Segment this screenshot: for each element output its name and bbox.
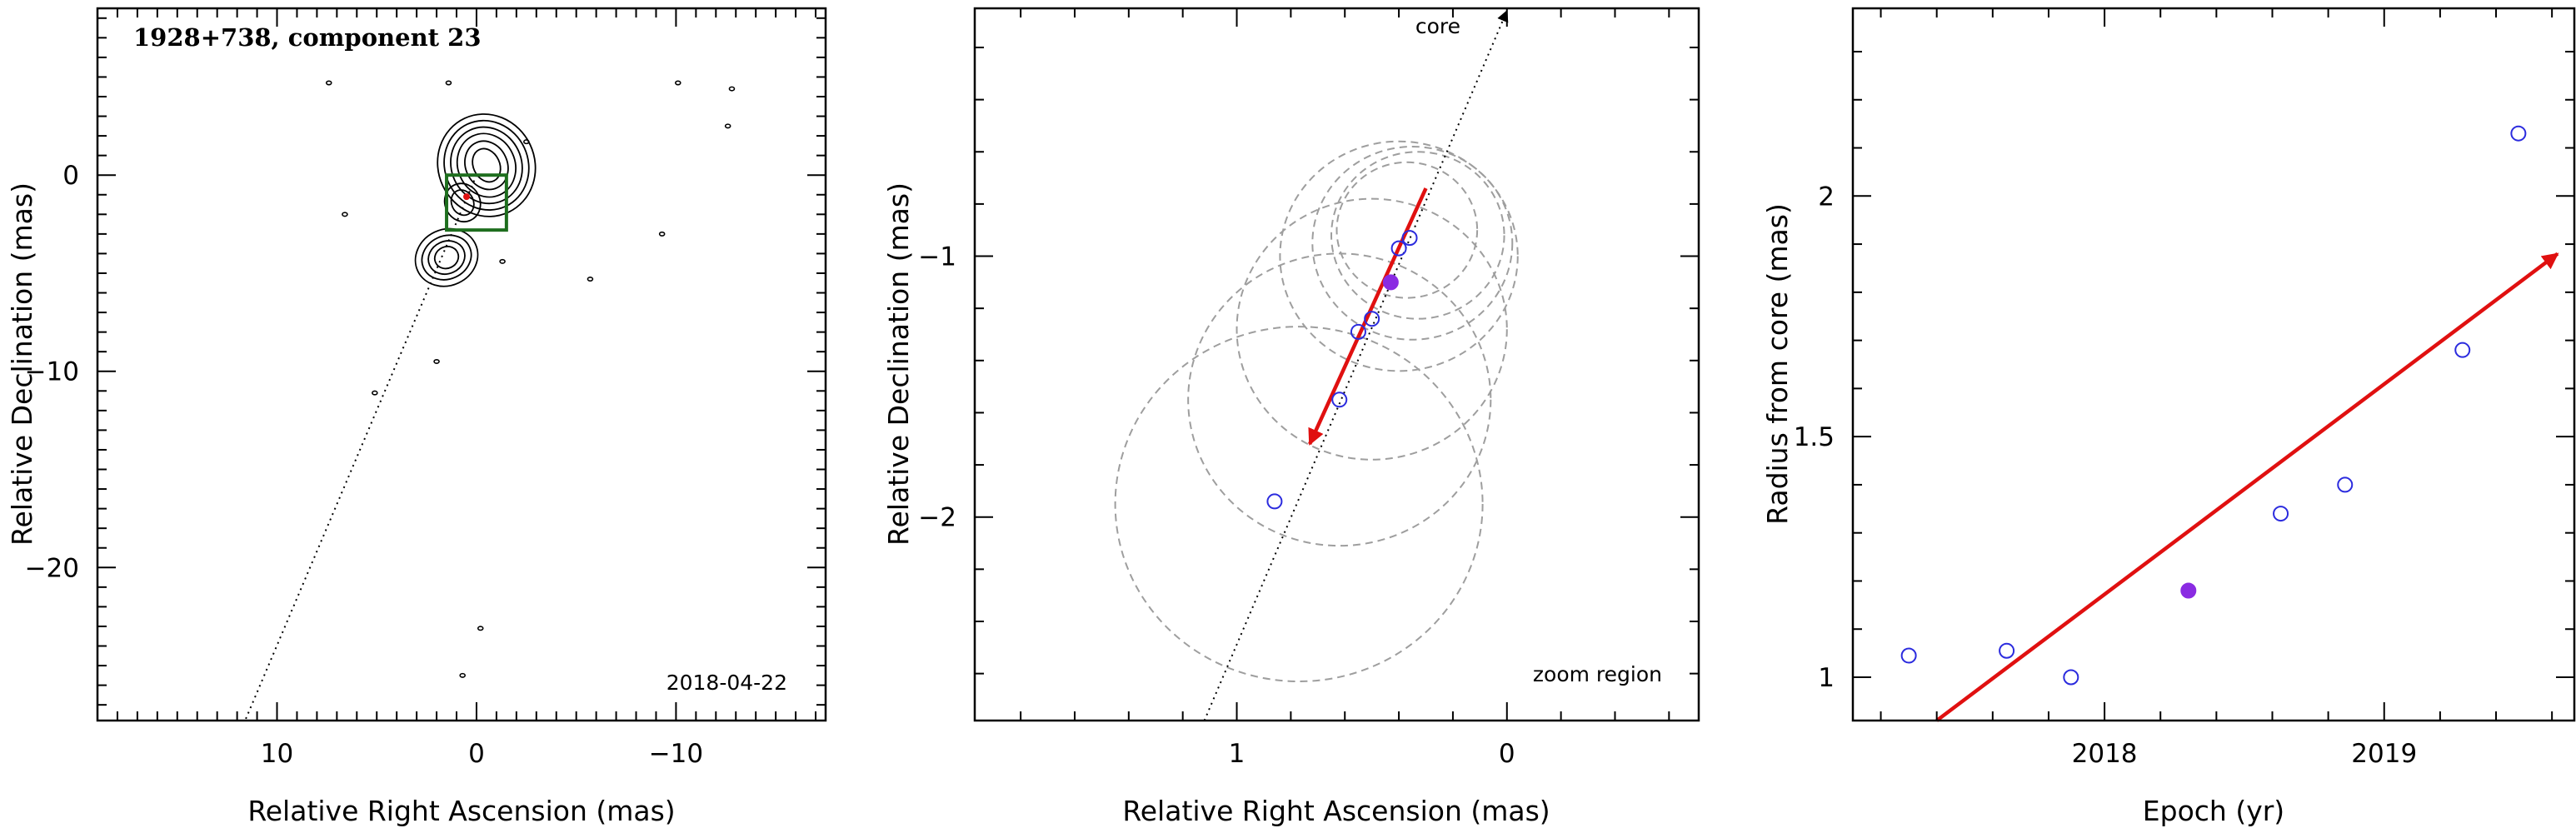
reference-radius-point (2180, 582, 2197, 599)
panel3-ylabel: Radius from core (mas) (1761, 203, 1794, 525)
y-tick-label: 2 (1818, 182, 1835, 212)
contour-noise (724, 123, 731, 129)
uncertainty-circle (1330, 151, 1505, 320)
y-tick-label: −1 (918, 242, 956, 272)
contour-noise (325, 80, 332, 86)
uncertainty-circle (1335, 161, 1479, 299)
radius-point (2510, 125, 2527, 142)
contour-line (427, 240, 466, 276)
zoom-region-label: zoom region (1533, 662, 1662, 686)
contour-noise (433, 358, 440, 364)
contour-line (456, 132, 517, 198)
contour-noise (658, 231, 666, 237)
panel2-ylabel: Relative Declination (mas) (882, 182, 915, 546)
radius-epoch-content (1900, 125, 2559, 722)
epoch-point (1331, 392, 1348, 408)
contour-map-panel: 10 0 −10 0 −10 −20 1928+738, component 23 201… (6, 7, 827, 827)
contour-noise (523, 139, 530, 145)
contour-noise (499, 258, 506, 264)
zoom-region-content (1114, 9, 1519, 721)
uncertainty-circle (1279, 140, 1519, 372)
epoch-point (1364, 311, 1380, 327)
panel2-ticks: 1 0 −1 −2 (918, 8, 1699, 769)
x-tick-label: 2018 (2072, 739, 2138, 769)
uncertainty-circle (1187, 252, 1492, 547)
component-marker (462, 193, 470, 201)
y-tick-label: −2 (918, 503, 956, 533)
contour-noise (342, 212, 348, 217)
radius-point (2337, 476, 2354, 493)
contour-line (450, 126, 523, 205)
x-tick-label: 2019 (2351, 739, 2417, 769)
velocity-arrow (1308, 187, 1428, 446)
panel1-title: 1928+738, component 23 (133, 23, 482, 52)
contour-line (450, 189, 475, 217)
contour-line (433, 245, 460, 270)
epoch-point (1350, 323, 1366, 340)
zoom-region-panel: 1 0 −1 −2 core zoom region Relative Right A… (882, 7, 1700, 827)
contour-noise (675, 80, 681, 86)
contour-noise (372, 390, 378, 396)
y-tick-label: −10 (25, 357, 79, 387)
x-tick-label: 0 (468, 739, 485, 769)
trend-arrow (1935, 252, 2559, 722)
uncertainty-circle (1114, 326, 1484, 683)
core-label: core (1415, 14, 1460, 38)
contour-line (437, 113, 537, 217)
panel3-ticks: 2018 2019 1 1.5 2 (1794, 8, 2574, 769)
radius-point (1900, 647, 1917, 664)
panel2-frame (973, 7, 1700, 722)
radius-point (2063, 669, 2079, 686)
contour-noise (477, 626, 484, 631)
contour-noise (459, 672, 466, 678)
epoch-point (1390, 240, 1407, 257)
radius-epoch-panel: 2018 2019 1 1.5 2 Epoch (yr) Radius from cor… (1761, 7, 2576, 827)
radius-point (2273, 506, 2289, 522)
contour-line (414, 227, 479, 287)
contour-line (421, 234, 472, 281)
jet-axis-arrow (1203, 9, 1509, 721)
panel1-frame (96, 7, 827, 722)
panel1-xlabel: Relative Right Ascension (mas) (247, 795, 675, 827)
y-tick-label: 1 (1818, 663, 1835, 693)
panel3-frame (1851, 7, 2576, 722)
contour-noise (728, 86, 736, 92)
reference-epoch-point (1382, 274, 1399, 291)
panel1-ticks: 10 0 −10 0 −10 −20 (25, 8, 826, 769)
radius-point (1999, 642, 2015, 659)
y-tick-label: 1.5 (1794, 422, 1835, 452)
contour-noise (445, 80, 452, 86)
epoch-point (1266, 493, 1283, 510)
radius-point (2454, 342, 2471, 358)
x-tick-label: 1 (1229, 739, 1246, 769)
contour-line (472, 147, 502, 183)
x-tick-label: −10 (649, 739, 703, 769)
panel2-xlabel: Relative Right Ascension (mas) (1122, 795, 1550, 827)
panel1-ylabel: Relative Declination (mas) (6, 182, 38, 546)
y-tick-label: 0 (62, 161, 79, 191)
y-tick-label: −20 (25, 553, 79, 583)
uncertainty-circle (1311, 145, 1514, 341)
panel3-xlabel: Epoch (yr) (2143, 795, 2284, 827)
uncertainty-circle (1236, 197, 1508, 461)
epoch-point (1401, 230, 1418, 247)
x-tick-label: 0 (1499, 739, 1515, 769)
jet-axis-line (244, 174, 477, 721)
contour-map-content (244, 80, 736, 721)
panel1-date-label: 2018-04-22 (666, 671, 787, 695)
contour-noise (587, 277, 594, 282)
x-tick-label: 10 (261, 739, 293, 769)
zoom-region-box (445, 173, 508, 232)
